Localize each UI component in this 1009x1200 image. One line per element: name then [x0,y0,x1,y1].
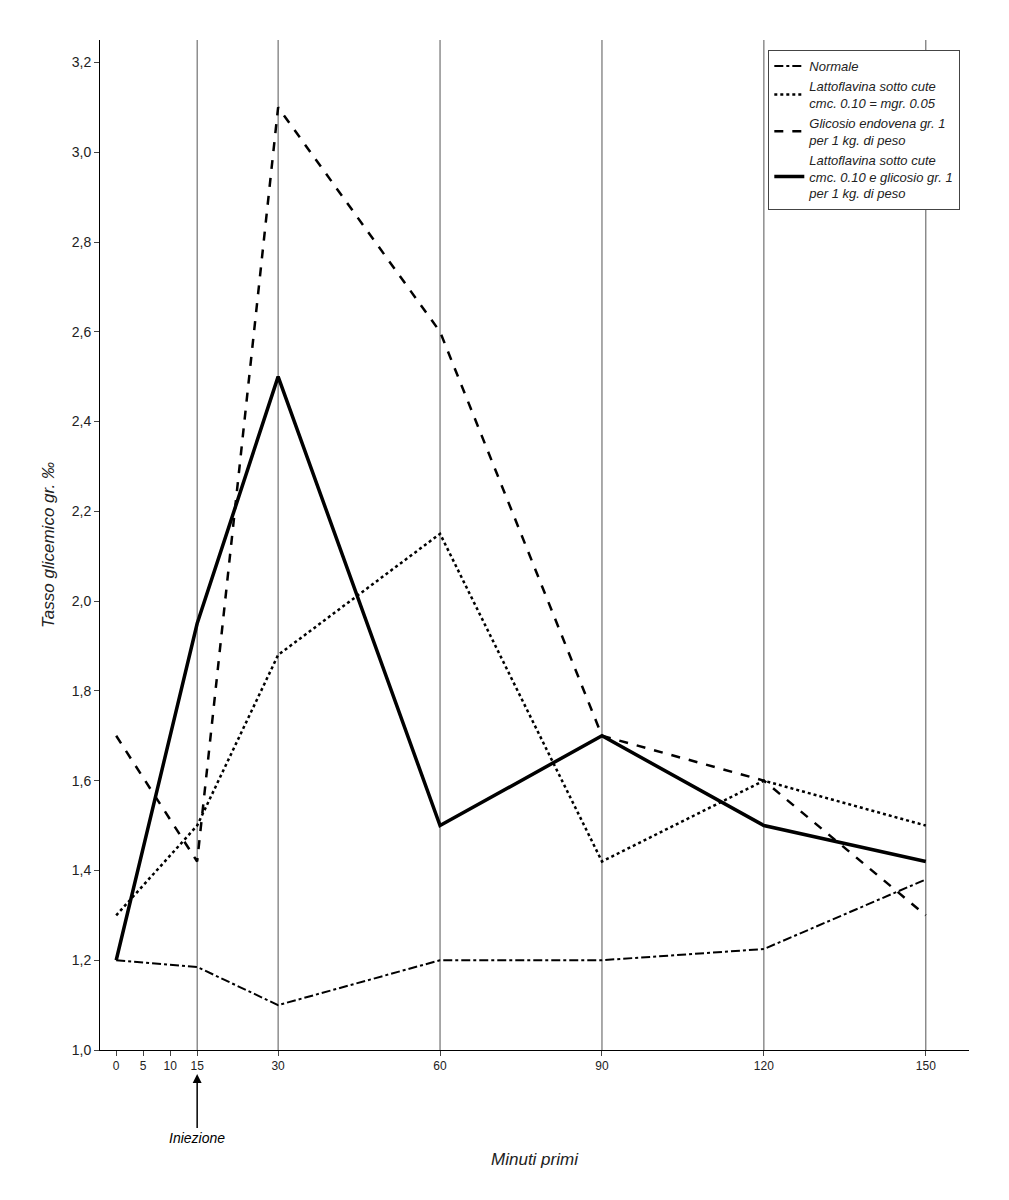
svg-text:2,0: 2,0 [72,593,92,609]
svg-text:0: 0 [113,1059,120,1073]
svg-text:30: 30 [271,1059,285,1073]
svg-text:2,6: 2,6 [72,324,92,340]
svg-text:1,4: 1,4 [72,862,92,878]
svg-text:Normale: Normale [809,59,858,74]
svg-text:Lattoflavina sotto cutecmc. 0.: Lattoflavina sotto cutecmc. 0.10 e glico… [808,153,952,202]
svg-text:150: 150 [916,1059,936,1073]
svg-text:1,6: 1,6 [72,773,92,789]
svg-text:2,4: 2,4 [72,413,92,429]
svg-text:15: 15 [190,1059,204,1073]
svg-text:Minuti primi: Minuti primi [491,1150,579,1169]
svg-text:90: 90 [595,1059,609,1073]
svg-text:1,8: 1,8 [72,683,92,699]
svg-text:1,2: 1,2 [72,952,92,968]
svg-text:1,0: 1,0 [72,1042,92,1058]
svg-text:3,0: 3,0 [72,144,92,160]
svg-text:10: 10 [163,1059,177,1073]
svg-text:2,2: 2,2 [72,503,92,519]
svg-text:5: 5 [140,1059,147,1073]
svg-text:Tasso glicemico gr. ‰: Tasso glicemico gr. ‰ [39,462,58,628]
svg-text:Glicosio endovena gr. 1per 1 k: Glicosio endovena gr. 1per 1 kg. di peso [808,116,945,148]
svg-text:Iniezione: Iniezione [169,1130,225,1146]
svg-text:120: 120 [754,1059,774,1073]
svg-text:3,2: 3,2 [72,54,92,70]
svg-text:Lattoflavina sotto cutecmc. 0.: Lattoflavina sotto cutecmc. 0.10 = mgr. … [809,79,935,111]
svg-text:60: 60 [433,1059,447,1073]
svg-text:2,8: 2,8 [72,234,92,250]
